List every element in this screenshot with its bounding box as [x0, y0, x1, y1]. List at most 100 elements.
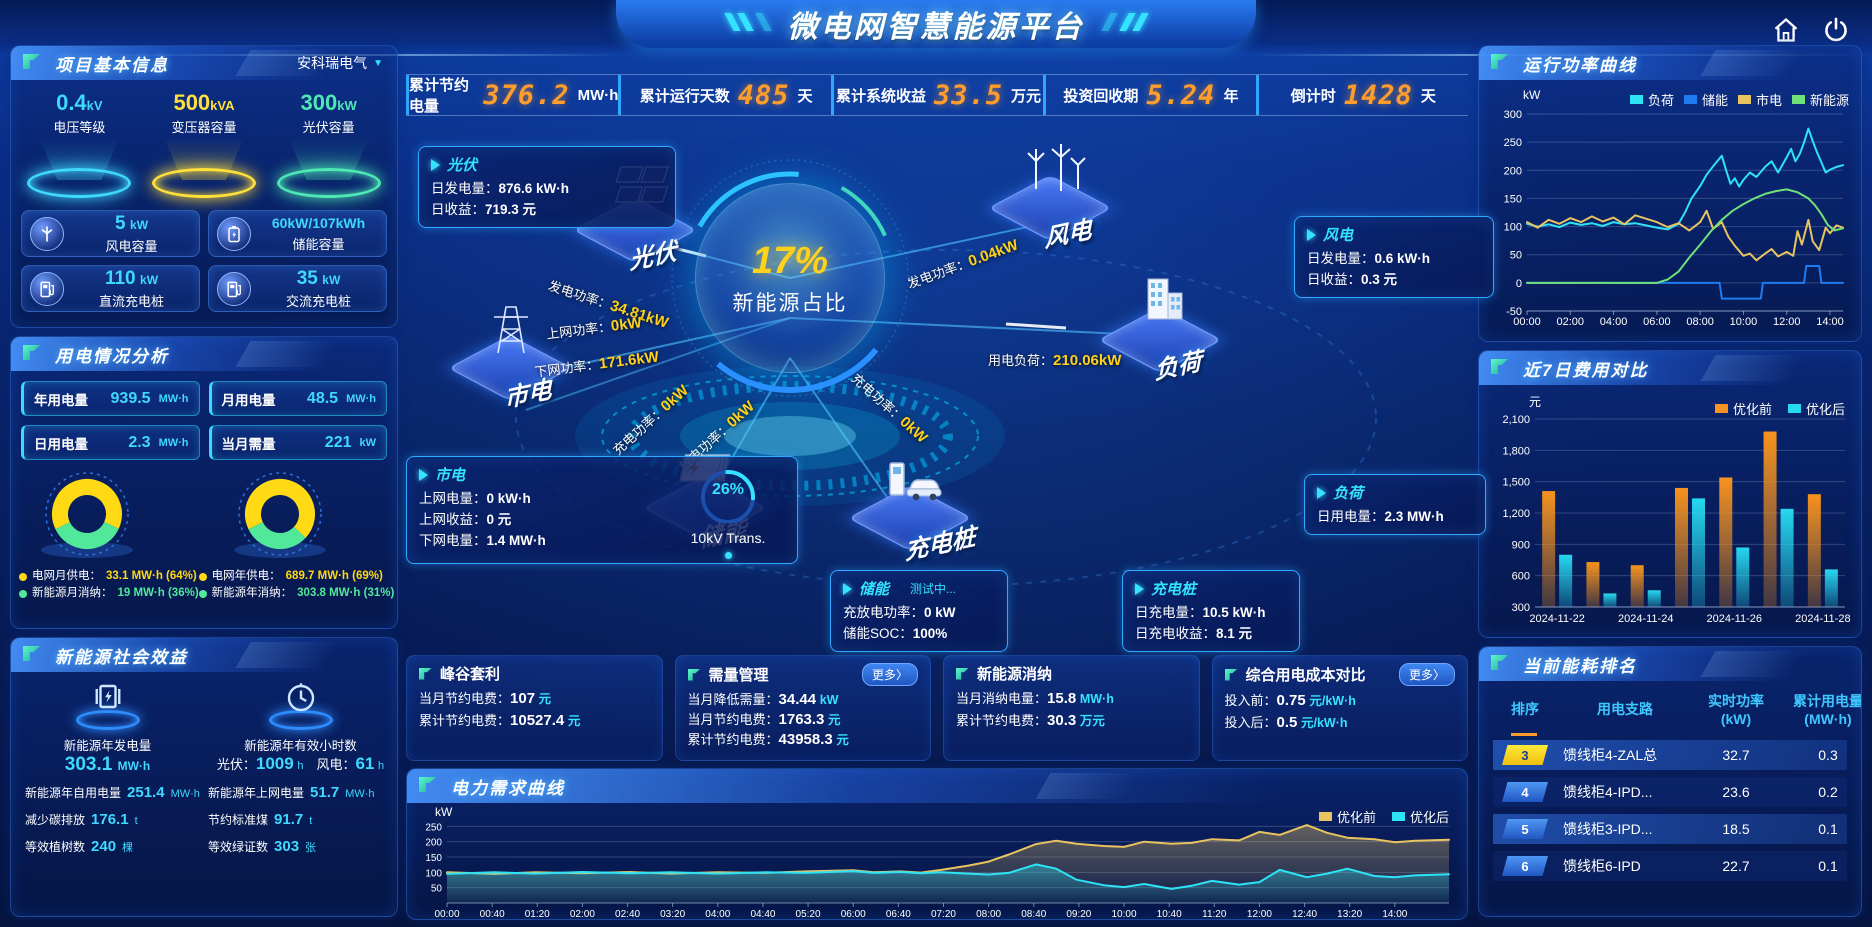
company-selector[interactable]: 安科瑞电气 ▼ — [297, 55, 383, 71]
energy-rank-table: 排序 用电支路 实时功率 (kW) 累计用电量 (MW·h) 3 馈线柜4-ZAL总… — [1479, 681, 1861, 881]
legend-load[interactable]: 负荷 — [1629, 90, 1674, 109]
ac-charger-card: 35 kW 交流充电桩 — [208, 265, 387, 312]
wind-info-box: 风电 日发电量：0.6 kW·h 日收益：0.3 元 — [1294, 216, 1494, 298]
legend-grid[interactable]: 市电 — [1737, 90, 1782, 109]
panel-corner-icon — [1491, 359, 1508, 374]
rank-row-2[interactable]: 4 馈线柜4-IPD... 23.6 0.2 — [1493, 777, 1847, 807]
run-power-panel: 运行功率曲线 kW 负荷 储能 市电 新能源 -50 0 50 100 150 200 25… — [1478, 45, 1862, 342]
title-decor-right — [1100, 12, 1149, 36]
card-corner-icon — [1224, 668, 1238, 681]
legend-after[interactable]: 优化后 — [1391, 807, 1449, 826]
ev-info-box: 充电桩 日充电量：10.5 kW·h 日充电收益：8.1 元 — [1122, 570, 1300, 652]
legend-ess[interactable]: 储能 — [1683, 90, 1728, 109]
legend-cost-before[interactable]: 优化前 — [1714, 399, 1772, 418]
benefit-co2: 减少碳排放 176.1 t — [25, 811, 138, 828]
kpi-payback: 投资回收期 5.24 年 — [1043, 75, 1255, 115]
benefit-feed-in: 新能源年上网电量 51.7 MW·h — [208, 784, 375, 801]
kpi-countdown: 倒计时 1428 天 — [1255, 75, 1468, 115]
svg-text:07:20: 07:20 — [931, 909, 956, 919]
kpi-system-income: 累计系统收益 33.5 万元 — [830, 75, 1043, 115]
load-node: 负荷 — [1096, 268, 1226, 388]
project-info-panel: 项目基本信息 安科瑞电气 ▼ 0.4kV 电压等级 500kVA 变压器容量 30… — [10, 45, 398, 328]
clock-icon — [287, 683, 314, 712]
svg-text:12:00: 12:00 — [1773, 316, 1801, 328]
svg-text:03:20: 03:20 — [660, 909, 685, 919]
cost-compare-card: 综合用电成本对比 更多〉 投入前：0.75 元/kW·h 投入后：0.5 元/kW… — [1211, 655, 1468, 761]
cost-bar-chart: 300 600 900 1,200 1,500 1,800 2,100 2024-11-22 2… — [1502, 414, 1850, 625]
run-power-title: 运行功率曲线 — [1523, 55, 1637, 75]
svg-text:200: 200 — [425, 838, 442, 849]
svg-text:04:00: 04:00 — [1600, 316, 1628, 328]
demand-mgmt-card: 需量管理 更多〉 当月降低需量：34.44 kW 当月节约电费：1763.3 元 … — [674, 655, 931, 761]
demand-curve-panel: 电力需求曲线 kW 优化前 优化后 50 100 150 200 250 00:00 00:… — [406, 768, 1468, 920]
chevron-down-icon: ▼ — [373, 57, 383, 69]
benefit-certs: 等效绿证数 303 张 — [208, 838, 317, 855]
svg-text:10:40: 10:40 — [1157, 909, 1182, 919]
renewable-absorb-card: 新能源消纳 当月消纳电量：15.8 MW·h 累计节约电费：30.3 万元 — [943, 655, 1200, 761]
svg-text:10:00: 10:00 — [1112, 909, 1137, 919]
benefit-title: 新能源社会效益 — [55, 647, 188, 667]
demand-line-chart: 50 100 150 200 250 00:00 00:40 01:20 02:00 02:40 0… — [425, 822, 1450, 920]
legend-grid-month: 电网月供电： 33.1 MW·h (64%) — [19, 568, 199, 585]
benefit-panel: 新能源社会效益 新能源年发电量 303.1 MW·h 新能源年有效小时数 光伏：… — [10, 637, 398, 917]
energy-flow-diagram: 17% 新能源占比 光伏 风电 市电 负荷 储能 充电桩 光伏 日发电量：876… — [406, 118, 1494, 654]
ac-charger-icon — [217, 271, 251, 306]
benefit-hours: 新能源年有效小时数 光伏：1009 h 风电：61 h — [216, 680, 386, 776]
svg-text:250: 250 — [1504, 137, 1522, 149]
kpi-saved-energy: 累计节约电量 376.2 MW·h — [406, 75, 618, 115]
legend-before[interactable]: 优化前 — [1318, 807, 1376, 826]
panel-corner-icon — [1491, 54, 1508, 69]
home-icon[interactable] — [1772, 16, 1800, 44]
svg-text:100: 100 — [425, 868, 442, 879]
legend-grid-year: 电网年供电： 689.7 MW·h (69%) — [198, 568, 395, 585]
panel-corner-icon — [419, 777, 436, 792]
stat-day-usage: 日用电量 2.3 MW·h — [21, 425, 200, 460]
svg-text:08:00: 08:00 — [1686, 316, 1714, 328]
svg-text:2024-11-22: 2024-11-22 — [1529, 613, 1584, 625]
more-button[interactable]: 更多〉 — [861, 663, 918, 686]
legend-renewable-month: 新能源月消纳： 19 MW·h (36%) — [19, 585, 199, 602]
svg-text:10:00: 10:00 — [1730, 316, 1758, 328]
wind-turbines-icon — [1027, 144, 1086, 191]
svg-text:2024-11-24: 2024-11-24 — [1618, 613, 1673, 625]
svg-text:01:20: 01:20 — [525, 909, 550, 919]
podium-transformer: 500kVA 变压器容量 — [146, 90, 262, 198]
svg-text:300: 300 — [1512, 602, 1530, 614]
storage-capacity-card: 60kW/107kWh 储能容量 — [208, 210, 387, 257]
svg-text:12:00: 12:00 — [1247, 909, 1272, 919]
svg-text:0: 0 — [1516, 278, 1522, 290]
renewable-share-value: 17% — [751, 239, 829, 282]
rank-badge: 3 — [1502, 745, 1548, 765]
benefit-generation: 新能源年发电量 303.1 MW·h — [23, 680, 193, 776]
svg-text:1,500: 1,500 — [1502, 477, 1530, 489]
transformer-gauge: 26% 10kV Trans. — [673, 467, 783, 559]
svg-text:-50: -50 — [1506, 306, 1522, 318]
svg-text:05:20: 05:20 — [796, 909, 821, 919]
kpi-bar: 累计节约电量 376.2 MW·h 累计运行天数 485 天 累计系统收益 33.5 万元 … — [406, 74, 1468, 116]
ess-status-badge: 测试中... — [910, 582, 957, 596]
arrow-icon — [1135, 582, 1144, 595]
kpi-run-days: 累计运行天数 485 天 — [618, 75, 830, 115]
svg-text:12:40: 12:40 — [1292, 909, 1317, 919]
rank-row-4[interactable]: 6 馈线柜6-IPD 22.7 0.1 — [1493, 851, 1847, 881]
rank-row-3[interactable]: 5 馈线柜3-IPD... 18.5 0.1 — [1493, 814, 1847, 844]
gauge-dot — [724, 552, 732, 559]
svg-text:300: 300 — [1504, 109, 1522, 121]
more-button[interactable]: 更多〉 — [1398, 663, 1455, 686]
dc-charger-icon — [30, 271, 64, 306]
title-band: 微电网智慧能源平台 — [616, 0, 1256, 48]
svg-text:2024-11-26: 2024-11-26 — [1707, 613, 1762, 625]
svg-text:08:00: 08:00 — [976, 909, 1001, 919]
legend-renewable[interactable]: 新能源 — [1791, 90, 1849, 109]
arrow-icon — [431, 158, 440, 171]
ev-node: 充电桩 — [846, 446, 976, 566]
energy-panel-icon — [95, 684, 120, 709]
usage-analysis-title: 用电情况分析 — [55, 346, 169, 366]
battery-icon — [217, 216, 251, 251]
power-icon[interactable] — [1822, 16, 1850, 44]
energy-rank-title: 当前能耗排名 — [1523, 656, 1637, 676]
rank-row-1[interactable]: 3 馈线柜4-ZAL总 32.7 0.3 — [1493, 740, 1847, 770]
svg-text:2,100: 2,100 — [1502, 414, 1530, 426]
legend-cost-after[interactable]: 优化后 — [1787, 399, 1845, 418]
svg-text:600: 600 — [1512, 571, 1530, 583]
